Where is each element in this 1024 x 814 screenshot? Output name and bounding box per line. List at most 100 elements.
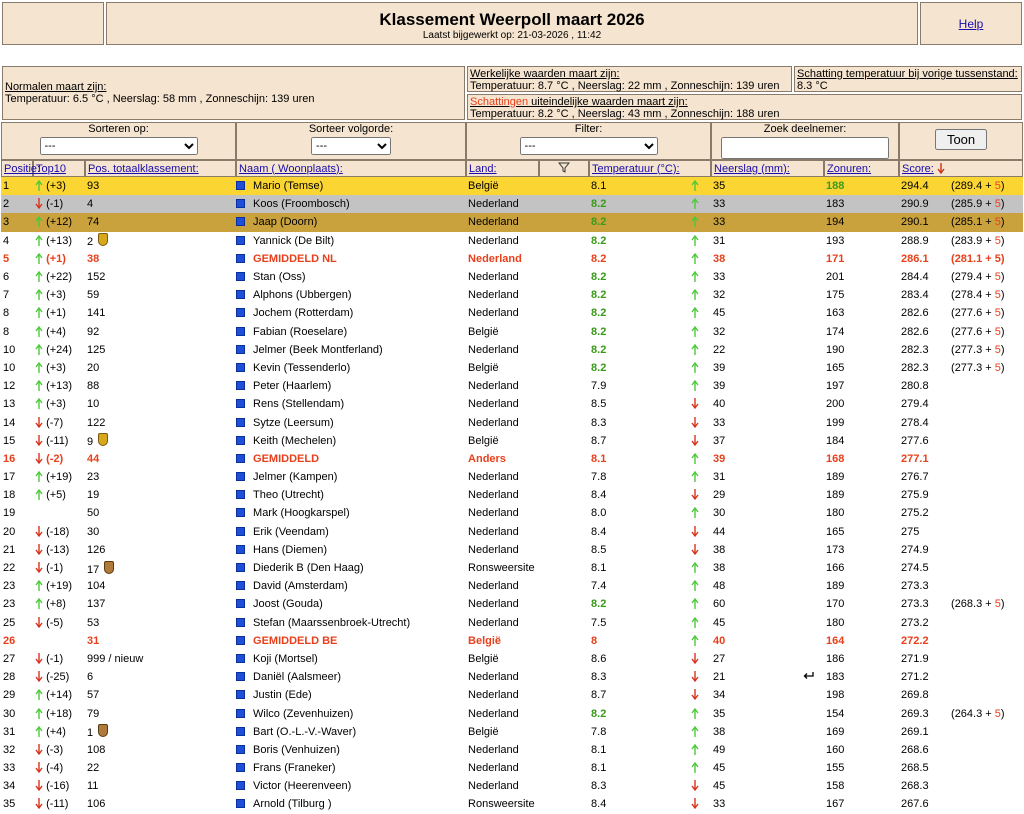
score: 284.4	[901, 271, 929, 284]
score: 279.4	[901, 398, 929, 411]
temperature: 8.2	[591, 234, 607, 247]
position: 7	[3, 289, 10, 302]
user-icon	[236, 253, 246, 263]
col-top10-link[interactable]: Top10	[36, 162, 66, 175]
arrow-up	[691, 634, 699, 646]
arrow-up	[691, 234, 699, 246]
col-position-link[interactable]: Positie:	[4, 162, 41, 175]
arrow-down	[691, 434, 699, 446]
participant-name: Diederik B (Den Haag)	[253, 562, 364, 575]
user-icon	[236, 199, 246, 209]
arrow-down	[35, 616, 43, 628]
arrow-down	[35, 434, 43, 446]
col-name-link[interactable]: Naam ( Woonplaats):	[239, 162, 343, 175]
rain: 40	[713, 634, 726, 647]
arrow-up	[691, 270, 699, 283]
col-land-link[interactable]: Land:	[469, 162, 497, 175]
sort-select[interactable]: ---	[39, 137, 198, 155]
search-input[interactable]	[721, 137, 890, 159]
arrow-shape	[35, 798, 43, 810]
change: (+19)	[46, 580, 73, 593]
previous-estimate-box: Schatting temperatuur bij vorige tussens…	[794, 66, 1022, 92]
ranking-row: 22 (-1) 17 Diederik B (Den Haag) Ronsweersi…	[1, 559, 1023, 577]
arrow-down	[691, 543, 699, 556]
name-cell: Fabian (Roeselare)	[236, 323, 466, 341]
change-cell: (-18)	[33, 523, 85, 541]
arrow-shape	[691, 416, 699, 428]
sun-hours: 158	[826, 780, 845, 793]
change-cell: (+3)	[33, 177, 85, 196]
note-cell	[792, 304, 824, 322]
name-cell: Jelmer (Beek Montferland)	[236, 341, 466, 359]
temp-direction-cell	[679, 432, 711, 450]
user-icon	[236, 399, 246, 409]
arrow-shape	[691, 489, 699, 501]
estimate-part: (277.3 +	[951, 361, 995, 374]
order-select[interactable]: ---	[311, 137, 392, 155]
estimate-cell: (277.3 + 5)	[949, 341, 1023, 359]
land: Nederland	[468, 543, 519, 556]
arrow-shape	[35, 525, 43, 537]
score: 273.3	[901, 580, 929, 593]
ranking-row: 25 (-5) 53 Stefan (Maarssenbroek-Utrecht) N…	[1, 614, 1023, 632]
filter-select[interactable]: ---	[519, 137, 658, 155]
arrow-up	[35, 361, 43, 373]
temperature: 8.2	[591, 271, 607, 284]
medal	[98, 433, 109, 447]
participant-name: Jelmer (Kampen)	[253, 471, 338, 484]
arrow-up	[691, 343, 699, 355]
ranking-row: 10 (+3) 20 Kevin (Tessenderlo) België 8.2 39 1…	[1, 359, 1023, 377]
land: Ronsweersite	[468, 798, 535, 811]
sun-hours: 184	[826, 434, 845, 447]
ranking-row: 4 (+13) 2 Yannick (De Bilt) Nederland 8.2 31 1…	[1, 232, 1023, 250]
total-position: 106	[87, 798, 106, 811]
name-cell: Boris (Venhuizen)	[236, 741, 466, 759]
land: België	[468, 361, 499, 374]
participant-name: Rens (Stellendam)	[253, 398, 345, 411]
temp-direction-cell	[679, 541, 711, 559]
land: Nederland	[468, 471, 519, 484]
temperature: 8.2	[591, 289, 607, 302]
land: Nederland	[468, 689, 519, 702]
filter-icon[interactable]	[557, 162, 571, 173]
arrow-shape	[35, 307, 43, 319]
arrow-up	[691, 307, 699, 319]
note-cell	[792, 250, 824, 268]
temp-direction-cell	[679, 777, 711, 795]
arrow-up	[35, 289, 43, 301]
participant-name: Keith (Mechelen)	[253, 434, 337, 447]
rain: 27	[713, 652, 726, 665]
user-icon	[236, 217, 246, 227]
change: (+5)	[46, 489, 66, 502]
arrow-shape	[691, 707, 699, 719]
position: 2	[1, 195, 33, 214]
temp-direction-cell	[679, 759, 711, 777]
sun-hours: 189	[826, 580, 845, 593]
total-position: 74	[87, 216, 100, 229]
score: 275.2	[901, 507, 929, 520]
name-cell: Rens (Stellendam)	[236, 395, 466, 413]
col-total-link[interactable]: Pos. totaalklassement:	[88, 162, 199, 175]
land: België	[468, 325, 499, 338]
col-sun-link[interactable]: Zonuren:	[827, 162, 872, 175]
estimates-link[interactable]: Schattingen	[470, 96, 529, 108]
estimate-cell: (278.4 + 5)	[949, 286, 1023, 304]
show-button[interactable]: Toon	[934, 129, 988, 150]
participant-name: Joost (Gouda)	[253, 598, 323, 611]
col-score-link[interactable]: Score:	[902, 162, 934, 175]
user-icon	[236, 708, 246, 718]
arrow-shape	[691, 289, 699, 301]
change: (+8)	[46, 598, 66, 611]
ranking-table: Sorteren op: --- Sorteer volgorde: --- Fil…	[1, 122, 1024, 814]
col-rain-link[interactable]: Neerslag (mm):	[714, 162, 790, 175]
sun-hours: 200	[826, 398, 845, 411]
col-filter[interactable]	[539, 160, 590, 177]
help-link[interactable]: Help	[958, 17, 984, 31]
note-cell	[792, 377, 824, 395]
ranking-row: 12 (+13) 88 Peter (Haarlem) Nederland 7.9 39 1…	[1, 377, 1023, 395]
estimate-part: )	[1000, 198, 1005, 211]
temp-direction-cell	[679, 232, 711, 250]
sun-hours: 198	[826, 689, 845, 702]
total-cell: 152	[85, 268, 236, 286]
col-temp-link[interactable]: Temperatuur (°C):	[592, 162, 680, 175]
